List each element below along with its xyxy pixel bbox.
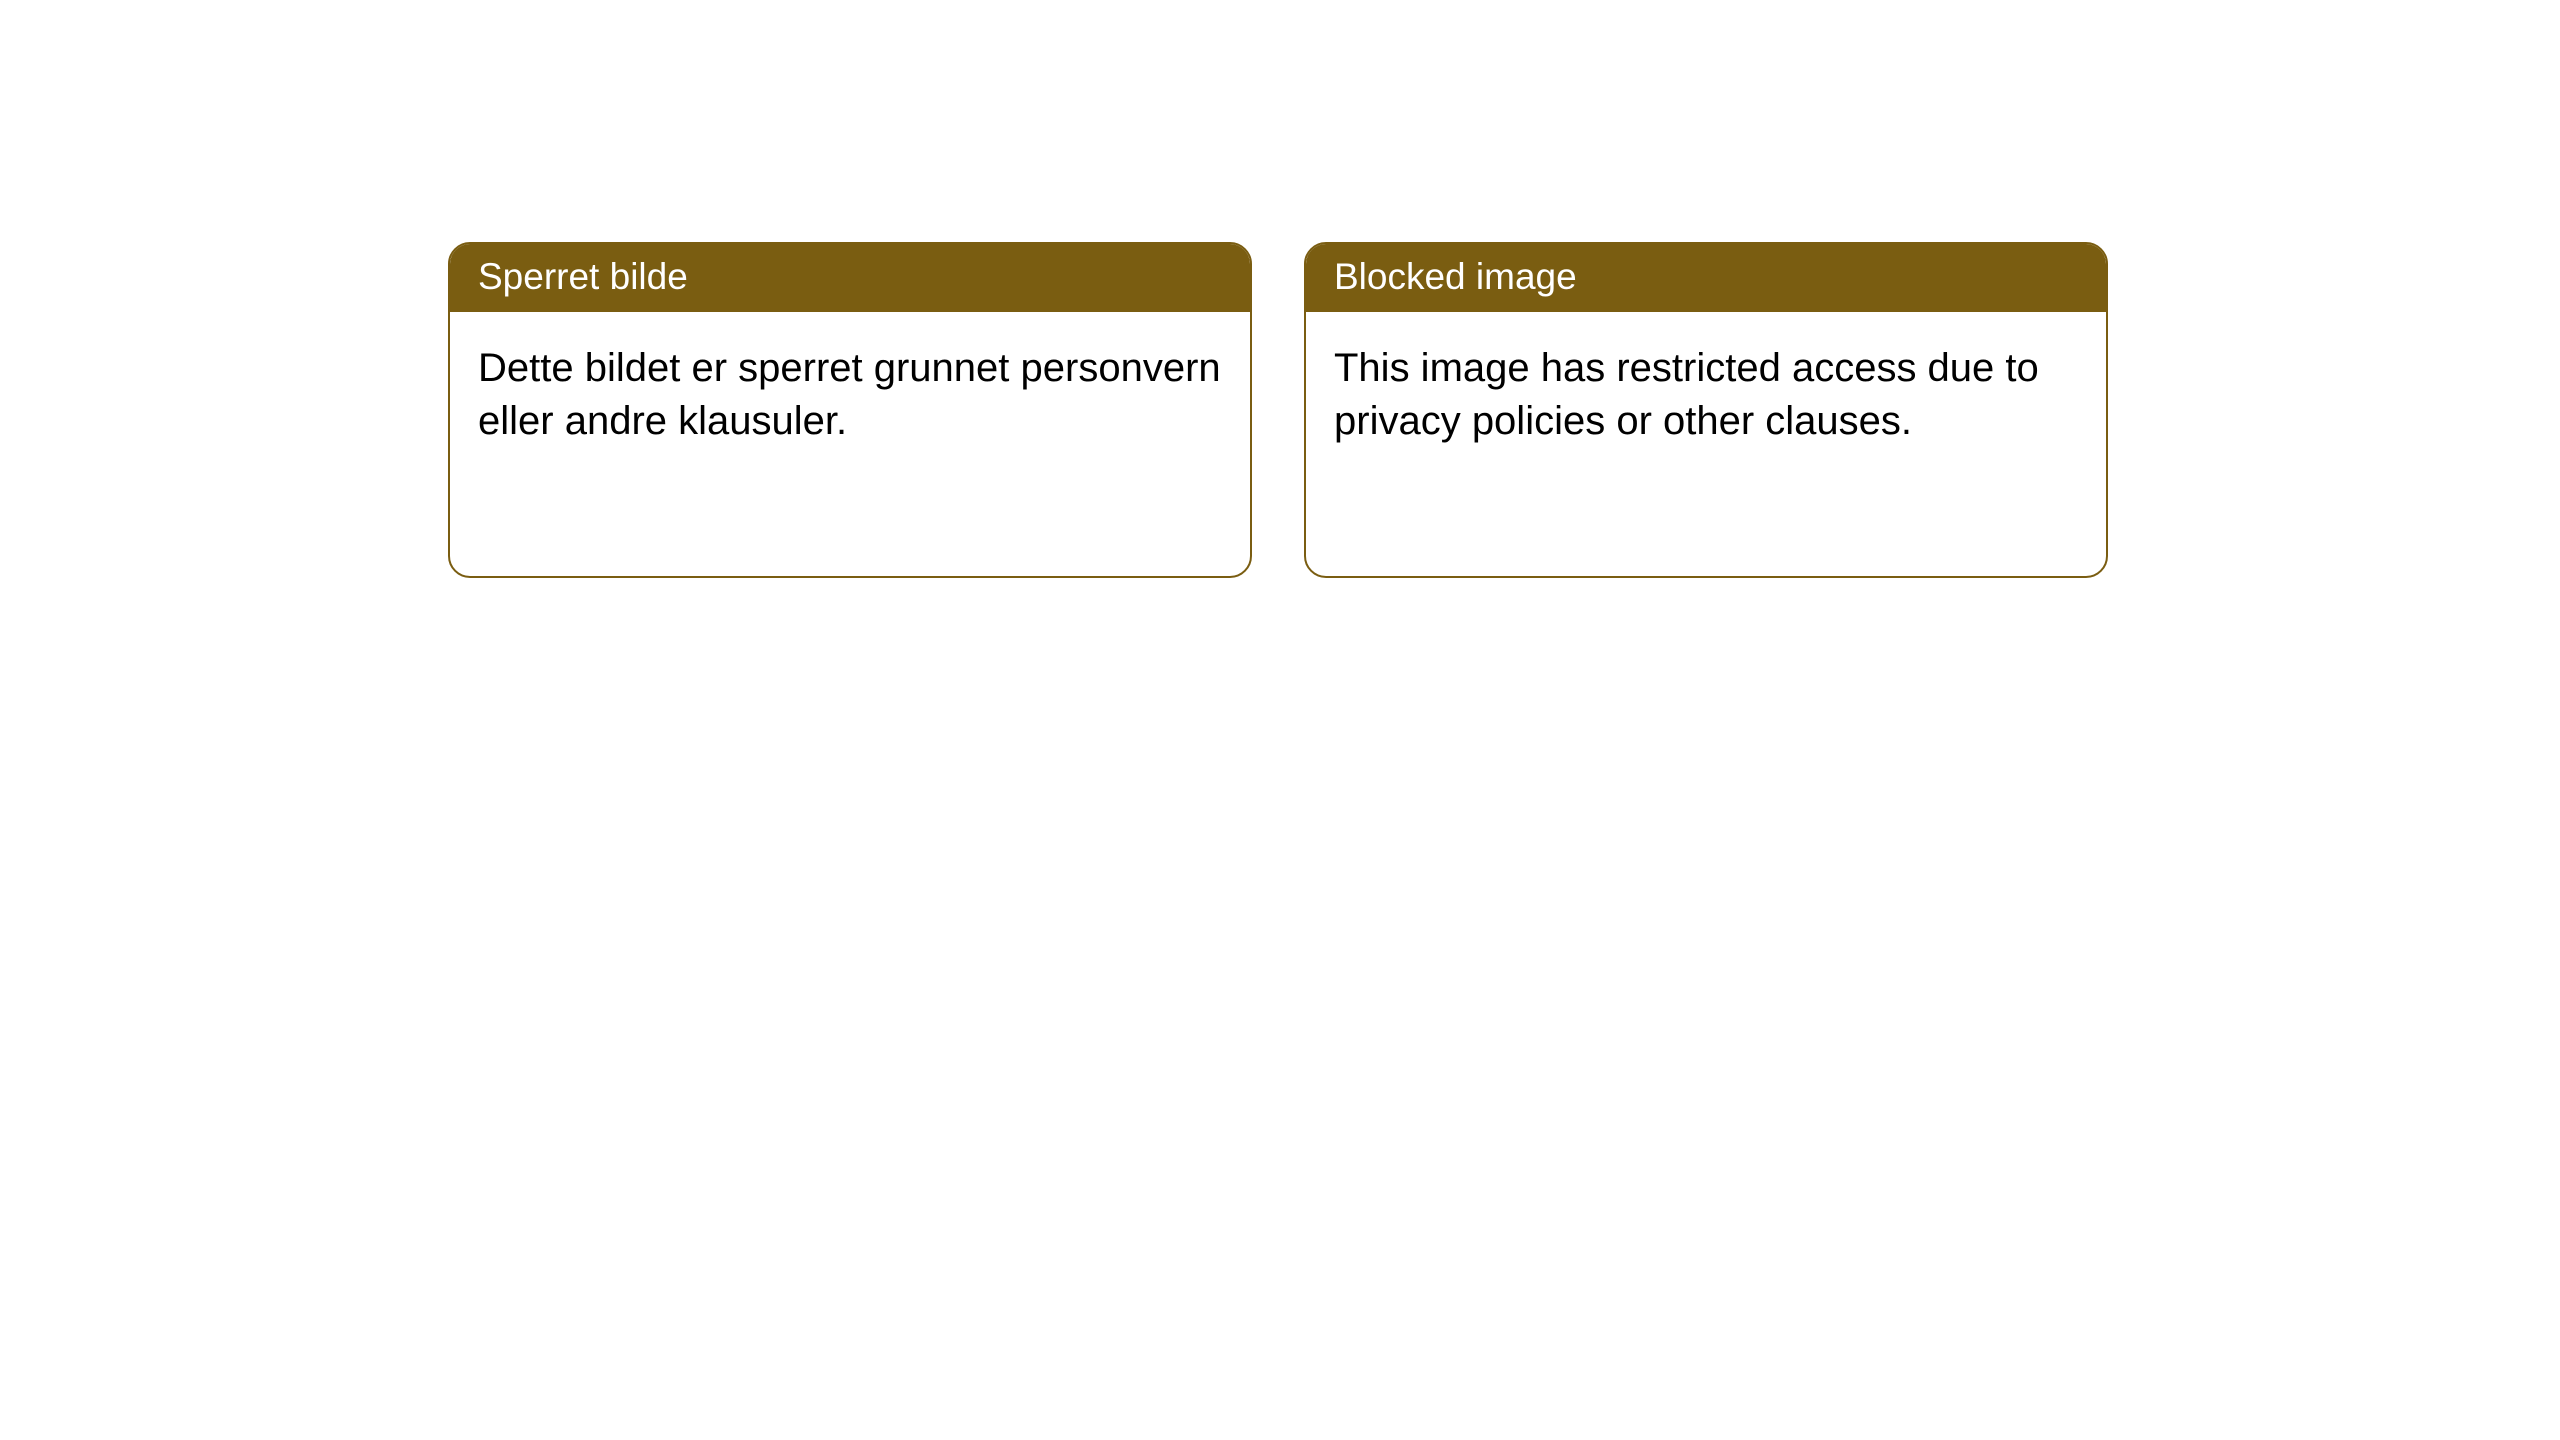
- card-header: Sperret bilde: [450, 244, 1250, 312]
- notice-container: Sperret bilde Dette bildet er sperret gr…: [448, 242, 2108, 578]
- card-body: This image has restricted access due to …: [1306, 312, 2106, 478]
- blocked-image-card-en: Blocked image This image has restricted …: [1304, 242, 2108, 578]
- blocked-image-card-no: Sperret bilde Dette bildet er sperret gr…: [448, 242, 1252, 578]
- card-header: Blocked image: [1306, 244, 2106, 312]
- card-body: Dette bildet er sperret grunnet personve…: [450, 312, 1250, 478]
